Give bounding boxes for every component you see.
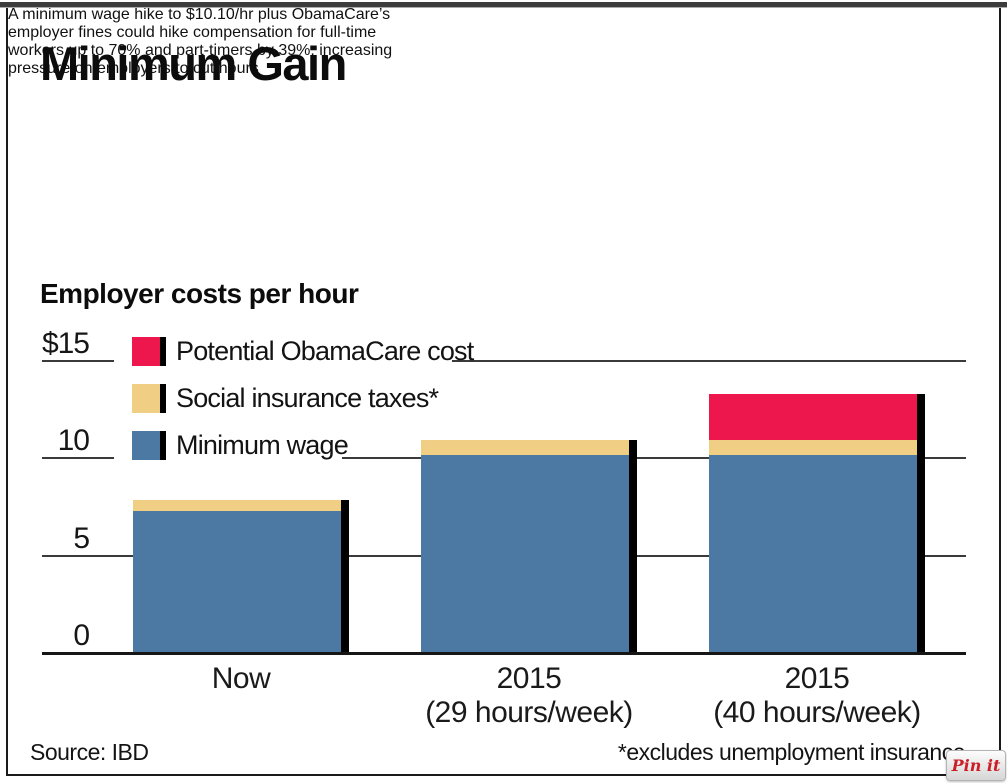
legend-row-potential-obamacare-cost: Potential ObamaCare cost	[132, 336, 474, 366]
subtitle-line: workers up to 70% and part-timers by 39%…	[8, 42, 393, 59]
y-tick-15: $15	[41, 326, 90, 360]
legend-swatch-shadow	[160, 384, 166, 413]
legend-label-potential-obamacare-cost: Potential ObamaCare cost	[176, 336, 474, 366]
category-label-line: 2015	[784, 662, 850, 695]
gridline-15	[452, 359, 966, 362]
footnote: *excludes unemployment insurance	[617, 739, 966, 765]
legend-row-minimum-wage: Minimum wage	[132, 430, 349, 460]
legend-swatch-social-insurance-taxes	[132, 384, 160, 413]
gridline-0	[42, 652, 966, 655]
chart-title: Minimum Gain	[40, 37, 347, 90]
legend-swatch-potential-obamacare-cost	[132, 337, 160, 366]
category-label-line: Now	[211, 662, 271, 695]
bar-segment-social-insurance-taxes	[421, 440, 629, 456]
y-tick-0: 0	[73, 619, 90, 652]
subtitle-line: pressure on employers to cut hours	[8, 60, 259, 77]
legend-swatch-shadow	[160, 337, 166, 366]
bar-segment-minimum-wage	[133, 510, 341, 652]
plot-area: 0 5 10 $15 Now 2015 (29 hours/week) 2015 (40 hou…	[8, 6, 999, 774]
bar-segment-minimum-wage	[709, 455, 917, 652]
subtitle-line: employer fines could hike compensation f…	[8, 24, 377, 41]
source-label: Source: IBD	[30, 739, 149, 765]
chart-frame: Minimum Gain A minimum wage hike to $10.…	[6, 4, 1001, 776]
y-tick-5: 5	[73, 521, 90, 555]
pinterest-pin-button[interactable]: Pin it	[946, 750, 1006, 781]
category-sublabel: (40 hours/week)	[713, 696, 921, 729]
legend-swatch-shadow	[160, 431, 166, 460]
category-label: 2015 (29 hours/week)	[359, 662, 699, 730]
category-label: Now	[71, 662, 411, 696]
bar-segment-social-insurance-taxes	[133, 500, 341, 511]
bar-shadow-edge	[629, 440, 637, 652]
legend-row-social-insurance-taxes: Social insurance taxes*	[132, 383, 439, 413]
y-tick-10: 10	[57, 424, 90, 458]
bar-segment-minimum-wage	[421, 455, 629, 652]
category-label: 2015 (40 hours/week)	[647, 662, 987, 730]
gridline-15	[42, 359, 114, 362]
category-sublabel: (29 hours/week)	[425, 696, 633, 729]
bar-shadow-edge	[341, 500, 349, 652]
bar-segment-potential-obamacare-cost	[709, 393, 917, 441]
legend-label-social-insurance-taxes: Social insurance taxes*	[176, 383, 439, 413]
bar-shadow-edge	[917, 393, 925, 652]
legend-swatch-minimum-wage	[132, 431, 160, 460]
section-heading: Employer costs per hour	[40, 278, 359, 309]
gridline-10	[42, 457, 114, 460]
category-label-line: 2015	[496, 662, 562, 695]
subtitle-line: A minimum wage hike to $10.10/hr plus Ob…	[8, 6, 391, 23]
gridline-10	[342, 457, 966, 460]
pin-it-label: Pin it	[951, 756, 1001, 775]
top-divider-strip	[0, 2, 1007, 8]
bar-segment-social-insurance-taxes	[709, 440, 917, 456]
legend-label-minimum-wage: Minimum wage	[176, 430, 349, 460]
